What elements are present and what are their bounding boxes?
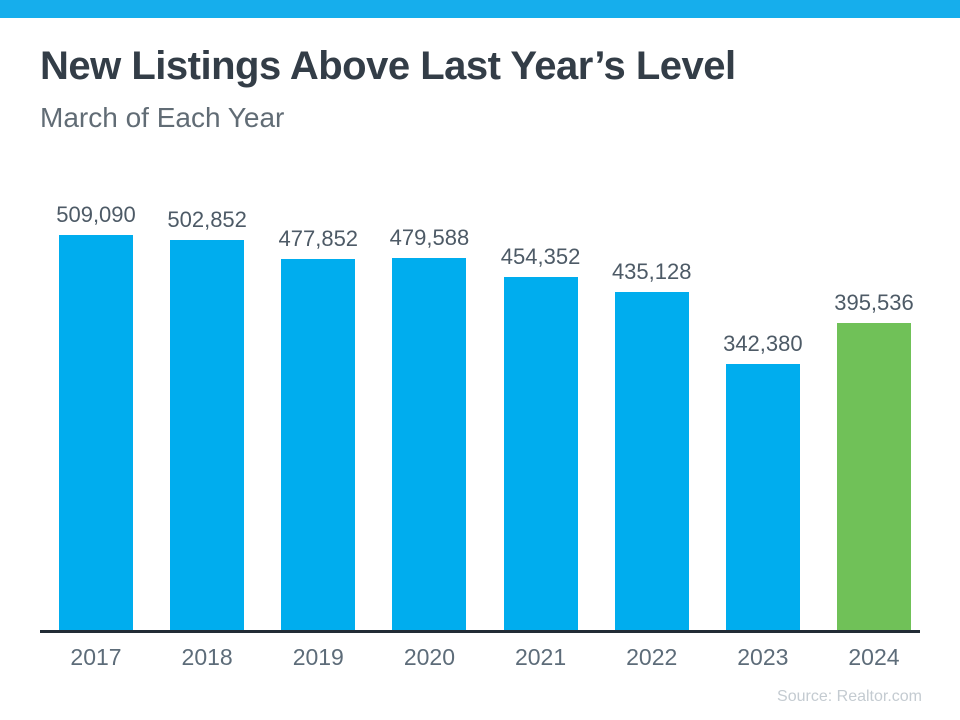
bar-value-label-2021: 454,352 (500, 244, 581, 269)
bar-value-label-2024: 395,536 (834, 290, 914, 315)
x-axis-label-2017: 2017 (70, 644, 122, 670)
bar-value-label-2023: 342,380 (723, 331, 803, 356)
bar-2018 (170, 240, 245, 630)
bar-2023 (725, 364, 800, 630)
x-axis-label-2020: 2020 (403, 644, 455, 670)
x-axis-label-2023: 2023 (737, 644, 789, 670)
x-axis-label-2018: 2018 (181, 644, 233, 670)
bar-2024 (836, 323, 911, 630)
bar-value-label-2020: 479,588 (389, 225, 470, 250)
bar-column-2022: 435,128 (611, 259, 692, 630)
bar-column-2021: 454,352 (500, 244, 581, 630)
bar-chart: 509,090 502,852 477,852 479,588 454,352 435,1… (40, 190, 920, 671)
x-axis-label-2019: 2019 (292, 644, 344, 670)
bar-2021 (503, 277, 578, 630)
x-axis-label-2021: 2021 (514, 644, 567, 670)
bar-2017 (59, 235, 133, 630)
chart-title: New Listings Above Last Year’s Level (40, 44, 736, 88)
bar-column-2017: 509,090 (56, 202, 136, 630)
x-axis-label-2024: 2024 (848, 644, 900, 670)
bar-column-2020: 479,588 (390, 225, 469, 630)
bar-column-2019: 477,852 (279, 226, 358, 630)
x-axis-label-2022: 2022 (626, 644, 678, 670)
bar-value-label-2022: 435,128 (611, 259, 692, 284)
bar-value-label-2019: 477,852 (278, 226, 359, 251)
bar-column-2018: 502,852 (167, 207, 247, 630)
bar-value-label-2017: 509,090 (56, 202, 136, 227)
chart-subtitle: March of Each Year (40, 102, 285, 133)
plot-area: 509,090 502,852 477,852 479,588 454,352 435,1… (40, 190, 920, 630)
bar-2022 (614, 292, 689, 630)
bar-column-2023: 342,380 (723, 331, 803, 630)
x-axis-line (40, 630, 920, 633)
x-axis-labels: 2017 2018 2019 2020 2021 2022 2023 2024 (40, 644, 920, 671)
bar-value-label-2018: 502,852 (167, 207, 247, 232)
bar-column-2024: 395,536 (834, 290, 914, 630)
bar-2020 (392, 258, 467, 630)
source-credit: Source: Realtor.com (777, 688, 922, 705)
bar-2019 (281, 259, 356, 630)
top-accent-bar (0, 0, 960, 18)
